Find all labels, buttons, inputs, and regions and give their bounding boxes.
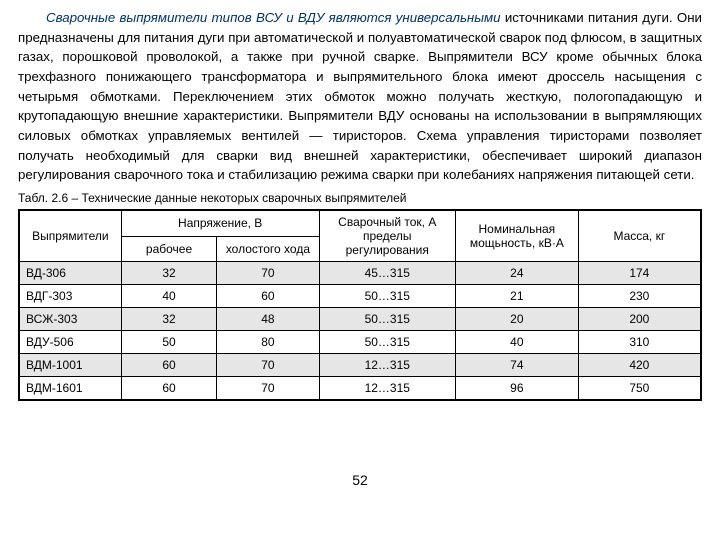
cell-power: 24 <box>455 262 578 285</box>
cell-vidle: 80 <box>217 331 319 354</box>
cell-name: ВД-306 <box>19 262 121 285</box>
col-power: Номинальная мощьность, кВ·А <box>455 210 578 262</box>
table-head: Выпрямители Напряжение, В Сварочный ток,… <box>19 210 701 262</box>
table-row: ВДМ-1001 60 70 12…315 74 420 <box>19 354 701 377</box>
cell-current: 45…315 <box>319 262 455 285</box>
cell-vwork: 32 <box>121 308 216 331</box>
cell-mass: 200 <box>578 308 701 331</box>
cell-vwork: 40 <box>121 285 216 308</box>
cell-name: ВДГ-303 <box>19 285 121 308</box>
cell-vwork: 60 <box>121 377 216 401</box>
cell-vwork: 60 <box>121 354 216 377</box>
paragraph-body: источниками питания дуги. Они предназнач… <box>18 10 702 182</box>
cell-current: 50…315 <box>319 285 455 308</box>
cell-power: 74 <box>455 354 578 377</box>
table-caption: Табл. 2.6 – Технические данные некоторых… <box>18 191 702 205</box>
cell-power: 40 <box>455 331 578 354</box>
cell-mass: 174 <box>578 262 701 285</box>
cell-name: ВДМ-1601 <box>19 377 121 401</box>
col-voltage-work: рабочее <box>121 236 216 261</box>
cell-name: ВСЖ-303 <box>19 308 121 331</box>
rectifiers-table: Выпрямители Напряжение, В Сварочный ток,… <box>18 209 702 401</box>
cell-mass: 310 <box>578 331 701 354</box>
cell-power: 96 <box>455 377 578 401</box>
table-row: ВДГ-303 40 60 50…315 21 230 <box>19 285 701 308</box>
page-container: Сварочные выпрямители типов ВСУ и ВДУ яв… <box>0 0 720 401</box>
cell-current: 50…315 <box>319 331 455 354</box>
cell-mass: 750 <box>578 377 701 401</box>
table-row: ВДУ-506 50 80 50…315 40 310 <box>19 331 701 354</box>
lead-phrase: Сварочные выпрямители типов ВСУ и ВДУ яв… <box>46 10 501 25</box>
cell-name: ВДМ-1001 <box>19 354 121 377</box>
cell-power: 21 <box>455 285 578 308</box>
cell-vidle: 48 <box>217 308 319 331</box>
table-row: ВДМ-1601 60 70 12…315 96 750 <box>19 377 701 401</box>
table-row: ВД-306 32 70 45…315 24 174 <box>19 262 701 285</box>
page-number: 52 <box>0 472 720 488</box>
cell-current: 12…315 <box>319 354 455 377</box>
col-current: Сварочный ток, А пределы регулирования <box>319 210 455 262</box>
cell-vidle: 70 <box>217 262 319 285</box>
table-row: ВСЖ-303 32 48 50…315 20 200 <box>19 308 701 331</box>
cell-name: ВДУ-506 <box>19 331 121 354</box>
col-mass: Масса, кг <box>578 210 701 262</box>
cell-vidle: 70 <box>217 377 319 401</box>
cell-vidle: 60 <box>217 285 319 308</box>
col-voltage: Напряжение, В <box>121 210 319 236</box>
intro-paragraph: Сварочные выпрямители типов ВСУ и ВДУ яв… <box>18 8 702 185</box>
cell-current: 50…315 <box>319 308 455 331</box>
table-body: ВД-306 32 70 45…315 24 174 ВДГ-303 40 60… <box>19 262 701 401</box>
cell-vwork: 50 <box>121 331 216 354</box>
cell-mass: 230 <box>578 285 701 308</box>
cell-vwork: 32 <box>121 262 216 285</box>
cell-vidle: 70 <box>217 354 319 377</box>
cell-current: 12…315 <box>319 377 455 401</box>
cell-mass: 420 <box>578 354 701 377</box>
col-voltage-idle: холостого хода <box>217 236 319 261</box>
col-rectifiers: Выпрямители <box>19 210 121 262</box>
cell-power: 20 <box>455 308 578 331</box>
